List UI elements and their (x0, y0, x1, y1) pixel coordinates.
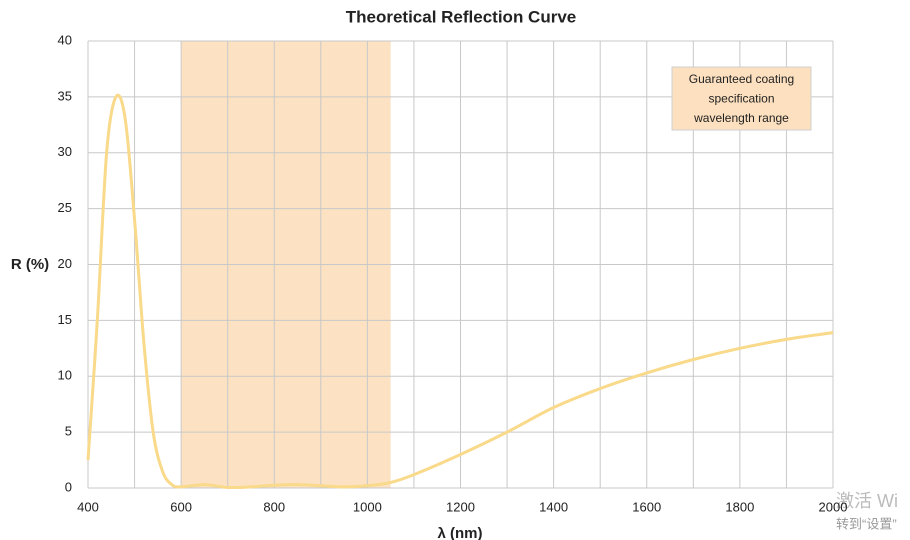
x-tick-label: 2000 (819, 499, 848, 514)
y-tick-label: 10 (58, 368, 72, 383)
x-tick-label: 1200 (446, 499, 475, 514)
x-tick-label: 400 (77, 499, 99, 514)
x-tick-label: 800 (263, 499, 285, 514)
x-tick-label: 1000 (353, 499, 382, 514)
y-tick-label: 30 (58, 144, 72, 159)
y-tick-label: 40 (58, 32, 72, 47)
chart-title: Theoretical Reflection Curve (346, 7, 577, 26)
x-axis-label: λ (nm) (438, 525, 483, 540)
y-axis-label: R (%) (11, 256, 49, 273)
x-tick-label: 1800 (725, 499, 754, 514)
y-tick-label: 15 (58, 312, 72, 327)
annotation-text: specification (708, 92, 774, 106)
y-tick-label: 0 (65, 479, 72, 494)
reflection-curve (86, 93, 834, 490)
y-tick-label: 35 (58, 88, 72, 103)
watermark: 转到“设置” (836, 516, 897, 531)
x-tick-label: 1600 (632, 499, 661, 514)
watermark: 激活 Wi (836, 491, 898, 511)
annotation-text: Guaranteed coating (689, 72, 794, 86)
x-tick-label: 600 (170, 499, 192, 514)
y-tick-label: 20 (58, 256, 72, 271)
x-tick-label: 1400 (539, 499, 568, 514)
y-tick-label: 5 (65, 424, 72, 439)
y-tick-label: 25 (58, 200, 72, 215)
annotation-box (671, 66, 812, 131)
annotation-text: wavelength range (693, 111, 789, 125)
